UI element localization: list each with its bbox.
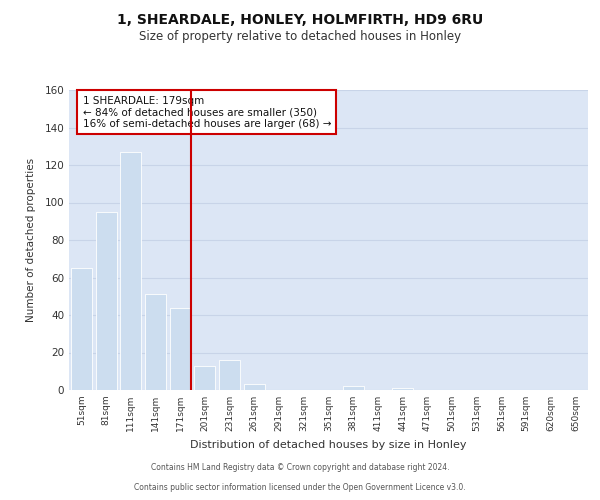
Bar	[244, 384, 265, 390]
Bar	[219, 360, 240, 390]
Bar	[343, 386, 364, 390]
Bar	[170, 308, 191, 390]
Bar	[145, 294, 166, 390]
Bar	[95, 212, 116, 390]
Bar	[194, 366, 215, 390]
X-axis label: Distribution of detached houses by size in Honley: Distribution of detached houses by size …	[190, 440, 467, 450]
Bar	[120, 152, 141, 390]
Text: 1 SHEARDALE: 179sqm
← 84% of detached houses are smaller (350)
16% of semi-detac: 1 SHEARDALE: 179sqm ← 84% of detached ho…	[83, 96, 331, 129]
Text: Contains public sector information licensed under the Open Government Licence v3: Contains public sector information licen…	[134, 484, 466, 492]
Y-axis label: Number of detached properties: Number of detached properties	[26, 158, 36, 322]
Text: 1, SHEARDALE, HONLEY, HOLMFIRTH, HD9 6RU: 1, SHEARDALE, HONLEY, HOLMFIRTH, HD9 6RU	[117, 12, 483, 26]
Text: Size of property relative to detached houses in Honley: Size of property relative to detached ho…	[139, 30, 461, 43]
Bar	[392, 388, 413, 390]
Bar	[71, 268, 92, 390]
Text: Contains HM Land Registry data © Crown copyright and database right 2024.: Contains HM Land Registry data © Crown c…	[151, 464, 449, 472]
